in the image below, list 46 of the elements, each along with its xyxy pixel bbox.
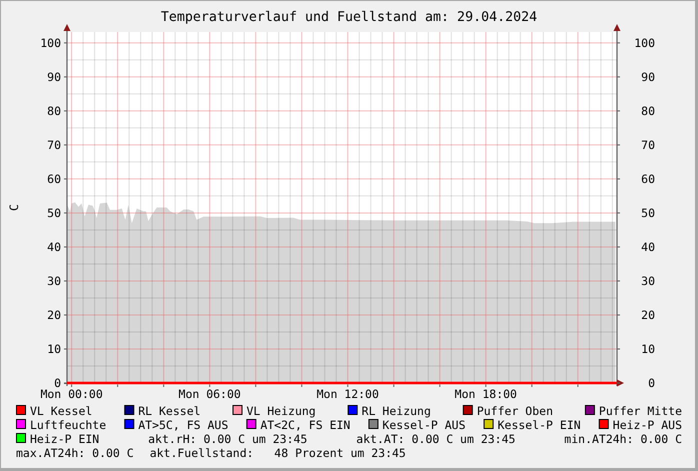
y2-tick-label: 100 [634, 36, 656, 50]
y-tick-label: 60 [47, 172, 62, 186]
legend-label: Puffer Oben [476, 404, 554, 418]
y-axis-title: C [7, 204, 21, 211]
y-tick-label: 90 [47, 70, 62, 84]
legend-label: AT>5C, FS AUS [138, 418, 228, 432]
legend-label: RL Heizung [362, 404, 431, 418]
legend-label: Kessel-P AUS [382, 418, 466, 432]
y2-tick-label: 50 [641, 206, 656, 220]
legend-label: Heiz-P AUS [612, 418, 682, 432]
y-tick-label: 80 [47, 104, 62, 118]
y-tick-label: 20 [47, 308, 62, 322]
legend-label: Heiz-P EIN [30, 432, 100, 446]
y-tick-label: 40 [47, 240, 62, 254]
y2-tick-label: 70 [641, 138, 656, 152]
y-tick-label: 30 [47, 274, 62, 288]
x-tick-label: Mon 00:00 [40, 387, 103, 401]
x-tick-label: Mon 06:00 [178, 387, 241, 401]
y-tick-label: 10 [47, 342, 62, 356]
y-tick-label: 0 [54, 376, 62, 390]
legend-label: Luftfeuchte [30, 418, 106, 432]
x-tick-label: Mon 12:00 [316, 387, 379, 401]
text: min.AT24h: 0.00 C [564, 432, 682, 446]
x-tick-label: Mon 18:00 [454, 387, 518, 401]
y-tick-label: 70 [47, 138, 62, 152]
text: akt.AT: 0.00 C um 23:45 [356, 432, 516, 446]
y2-tick-label: 20 [641, 308, 656, 322]
legend-label: Kessel-P EIN [498, 418, 581, 432]
y2-tick-label: 10 [641, 342, 656, 356]
chart-title: Temperaturverlauf und Fuellstand am: 29.04.2024 [160, 10, 538, 25]
legend-label: RL Kessel [138, 404, 201, 418]
legend-label: AT<2C, FS EIN [260, 418, 350, 432]
y-tick-label: 50 [47, 206, 62, 220]
text: akt.rH: 0.00 C um 23:45 [148, 432, 308, 446]
legend-label: Puffer Mitte [598, 404, 682, 418]
y2-tick-label: 30 [641, 274, 656, 288]
legend-label: VL Kessel [30, 404, 92, 418]
y-tick-label: 100 [40, 36, 62, 50]
legend-label: VL Heizung [246, 404, 316, 418]
text: akt.Fuellstand: 48 Prozent um 23:45 [150, 446, 406, 460]
y2-tick-label: 0 [648, 376, 656, 390]
text: max.AT24h: 0.00 C [16, 446, 134, 460]
y2-tick-label: 90 [641, 70, 656, 84]
y2-tick-label: 60 [641, 172, 656, 186]
y2-tick-label: 80 [641, 104, 656, 118]
y2-tick-label: 40 [641, 240, 656, 254]
